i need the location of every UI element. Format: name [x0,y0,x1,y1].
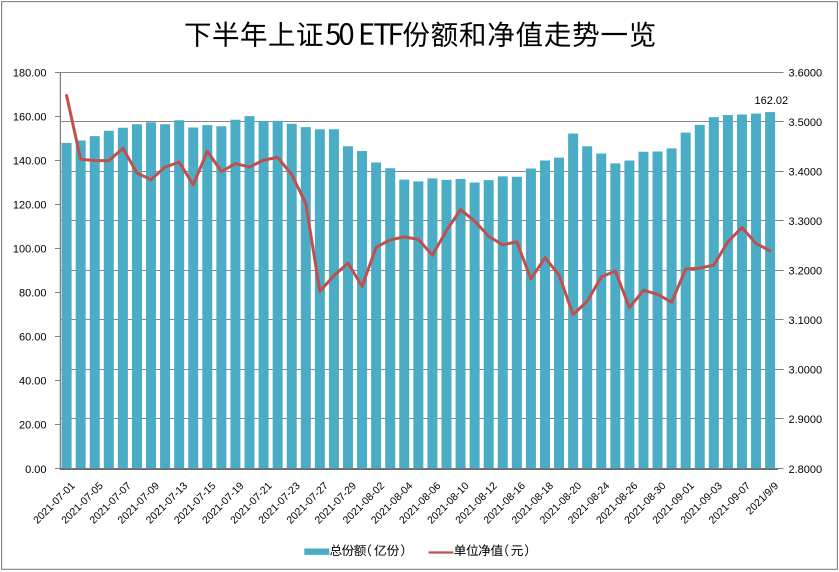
svg-text:160.00: 160.00 [13,112,47,124]
svg-text:80.00: 80.00 [19,288,47,300]
svg-text:140.00: 140.00 [13,156,47,168]
svg-text:3.2000: 3.2000 [789,266,823,278]
svg-text:2.8000: 2.8000 [789,464,823,476]
svg-text:162.02: 162.02 [754,95,788,107]
svg-text:3.5000: 3.5000 [789,117,823,129]
svg-text:3.1000: 3.1000 [789,315,823,327]
svg-text:3.3000: 3.3000 [789,216,823,228]
svg-text:40.00: 40.00 [19,376,47,388]
svg-text:3.4000: 3.4000 [789,167,823,179]
svg-text:120.00: 120.00 [13,200,47,212]
svg-text:100.00: 100.00 [13,244,47,256]
svg-text:0.00: 0.00 [25,464,46,476]
svg-text:3.6000: 3.6000 [789,68,823,80]
svg-text:3.0000: 3.0000 [789,365,823,377]
svg-text:60.00: 60.00 [19,332,47,344]
svg-text:2.9000: 2.9000 [789,414,823,426]
svg-text:20.00: 20.00 [19,420,47,432]
svg-text:180.00: 180.00 [13,68,47,80]
